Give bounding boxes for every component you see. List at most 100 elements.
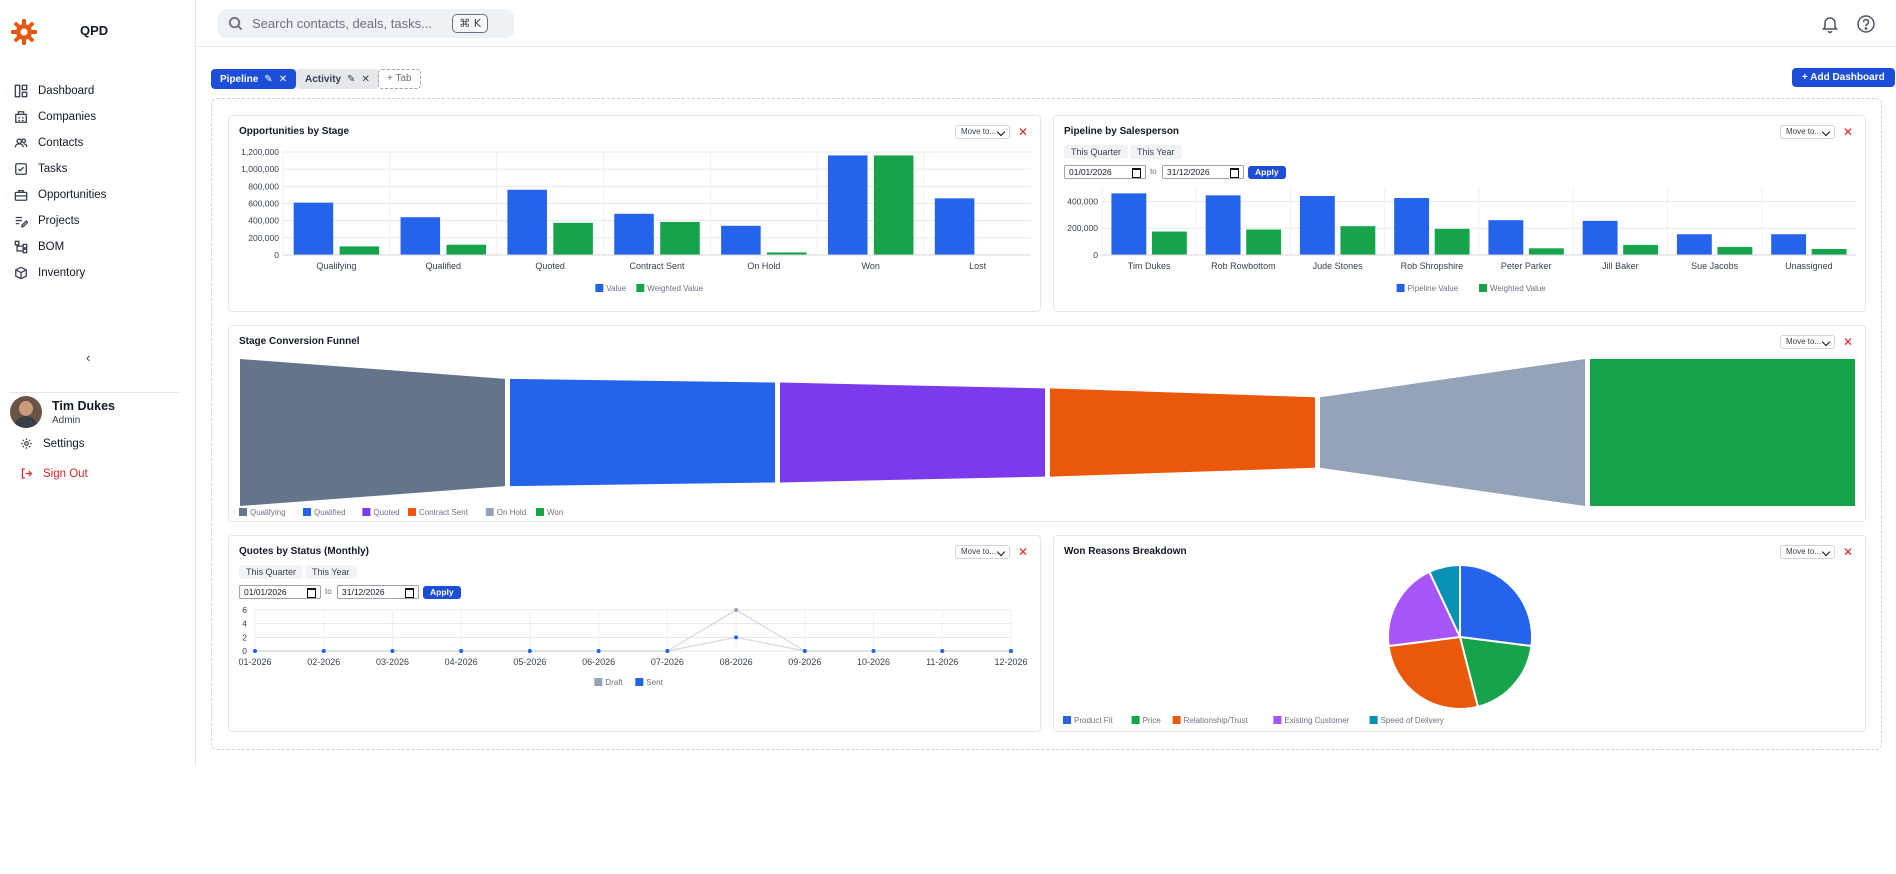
user-role: Admin <box>52 414 81 426</box>
sidebar-item-tasks[interactable]: Tasks <box>0 156 196 182</box>
y-tick-label: 1,200,000 <box>241 147 279 157</box>
sidebar-item-projects[interactable]: Projects <box>0 208 196 234</box>
data-point-sent <box>734 635 739 640</box>
sign-out-link[interactable]: Sign Out <box>20 467 88 480</box>
sign-out-label: Sign Out <box>43 467 88 480</box>
add-dashboard-button[interactable]: + Add Dashboard <box>1792 68 1895 87</box>
move-to-select[interactable]: Move to... <box>955 545 1010 559</box>
legend-label: Won <box>547 508 563 517</box>
close-widget-button[interactable]: ✕ <box>1018 125 1029 139</box>
this-year-button[interactable]: This Year <box>305 565 357 579</box>
pie-slice-existing-customer <box>1387 570 1462 648</box>
x-tick-label: Qualifying <box>316 261 356 271</box>
to-label: to <box>325 587 332 596</box>
legend-swatch <box>1479 284 1487 292</box>
salesperson-bar-chart: 0 200,000 400,000 Tim Dukes Rob Rowbottom Jud… <box>1067 188 1856 293</box>
settings-link[interactable]: Settings <box>20 437 85 450</box>
sidebar-item-label: Tasks <box>38 163 68 175</box>
x-tick-label: 06-2026 <box>582 657 615 667</box>
close-widget-button[interactable]: ✕ <box>1843 545 1854 559</box>
search-bar[interactable]: ⌘ K <box>218 9 514 38</box>
sidebar-item-dashboard[interactable]: Dashboard <box>0 78 196 104</box>
legend-label: Quoted <box>373 508 399 517</box>
brand-name: QPD <box>80 23 109 38</box>
legend-label: Existing Customer <box>1284 716 1349 725</box>
to-label: to <box>1150 167 1157 176</box>
this-quarter-button[interactable]: This Quarter <box>239 565 304 579</box>
widget-title: Pipeline by Salesperson <box>1064 126 1180 137</box>
y-tick-label: 600,000 <box>248 199 279 209</box>
x-tick-label: 05-2026 <box>513 657 546 667</box>
pie-slice-relationship-trust <box>1387 635 1480 710</box>
bar-weighted-value <box>767 252 807 255</box>
legend-label: Qualified <box>314 508 346 517</box>
close-widget-button[interactable]: ✕ <box>1843 125 1854 139</box>
collapse-sidebar-button[interactable]: ‹ <box>86 350 91 365</box>
sign-out-icon <box>21 468 33 479</box>
data-point-sent <box>596 649 601 653</box>
sidebar-item-label: Inventory <box>38 267 86 279</box>
move-to-select[interactable]: Move to... <box>1780 545 1835 559</box>
legend-swatch <box>1131 716 1140 724</box>
list-edit-icon <box>15 216 28 228</box>
bar-weighted-value <box>1151 231 1187 255</box>
funnel-segment-quoted <box>780 382 1045 483</box>
sidebar-item-contacts[interactable]: Contacts <box>0 130 196 156</box>
data-point-sent <box>940 649 945 653</box>
sidebar: QPD Dashboard Companies Contacts Tasks O… <box>0 0 196 766</box>
widget-opportunities-by-stage: Opportunities by Stage Move to... ✕ 0 200… <box>228 115 1041 312</box>
this-year-button[interactable]: This Year <box>1130 145 1182 159</box>
bar-weighted-value <box>1623 244 1659 255</box>
widget-title: Opportunities by Stage <box>239 126 350 137</box>
bar-weighted-value <box>553 222 593 255</box>
x-tick-label: Rob Shropshire <box>1401 261 1464 271</box>
bar-pipeline-value <box>1394 198 1430 255</box>
close-widget-button[interactable]: ✕ <box>1843 335 1854 349</box>
close-icon[interactable]: ✕ <box>361 73 370 85</box>
apply-button[interactable]: Apply <box>423 586 461 599</box>
date-from-input[interactable]: 01/01/2026 <box>1064 165 1146 179</box>
user-profile[interactable]: Tim Dukes Admin <box>10 396 115 428</box>
search-input[interactable] <box>252 16 452 31</box>
close-icon[interactable]: ✕ <box>278 73 288 85</box>
dashboard-icon <box>14 84 28 98</box>
opportunities-bar-chart: 0 200,000 400,000 600,000 800,000 1,000,000 1,… <box>241 147 1031 293</box>
x-tick-label: Unassigned <box>1785 261 1833 271</box>
tab-pipeline[interactable]: Pipeline ✎ ✕ <box>211 69 297 89</box>
sidebar-item-opportunities[interactable]: Opportunities <box>0 182 196 208</box>
x-tick-label: 12-2026 <box>994 657 1027 667</box>
bar-weighted-value <box>1811 248 1847 255</box>
move-to-select[interactable]: Move to... <box>1780 125 1835 139</box>
bar-value <box>507 189 547 255</box>
date-to-input[interactable]: 31/12/2026 <box>1162 165 1244 179</box>
sidebar-item-label: Contacts <box>38 137 84 149</box>
sidebar-item-companies[interactable]: Companies <box>0 104 196 130</box>
move-to-select[interactable]: Move to... <box>955 125 1010 139</box>
date-from-input[interactable]: 01/01/2026 <box>239 585 321 599</box>
sidebar-item-inventory[interactable]: Inventory <box>0 260 196 286</box>
y-tick-label: 400,000 <box>1067 196 1098 206</box>
add-tab-button[interactable]: + Tab <box>378 69 421 89</box>
legend-label: Sent <box>646 678 663 687</box>
move-to-select[interactable]: Move to... <box>1780 335 1835 349</box>
x-tick-label: Peter Parker <box>1501 261 1552 271</box>
this-quarter-button[interactable]: This Quarter <box>1064 145 1129 159</box>
bell-icon[interactable] <box>1820 14 1840 34</box>
date-to-input[interactable]: 31/12/2026 <box>337 585 419 599</box>
bar-value <box>614 213 654 255</box>
pie-slice-product-fit <box>1459 563 1533 648</box>
legend-swatch <box>1172 716 1181 724</box>
legend-swatch <box>1396 284 1405 292</box>
sidebar-item-label: Dashboard <box>38 85 95 97</box>
x-tick-label: 09-2026 <box>788 657 821 667</box>
edit-icon[interactable]: ✎ <box>264 73 273 85</box>
sidebar-item-bom[interactable]: BOM <box>0 234 196 260</box>
close-widget-button[interactable]: ✕ <box>1018 545 1029 559</box>
series-line-sent <box>255 636 1011 652</box>
help-icon[interactable] <box>1856 14 1876 34</box>
bar-pipeline-value <box>1676 234 1712 255</box>
tab-activity[interactable]: Activity ✎ ✕ <box>296 69 379 89</box>
edit-icon[interactable]: ✎ <box>347 73 356 85</box>
apply-button[interactable]: Apply <box>1248 166 1286 179</box>
gear-logo-icon[interactable] <box>10 18 38 46</box>
